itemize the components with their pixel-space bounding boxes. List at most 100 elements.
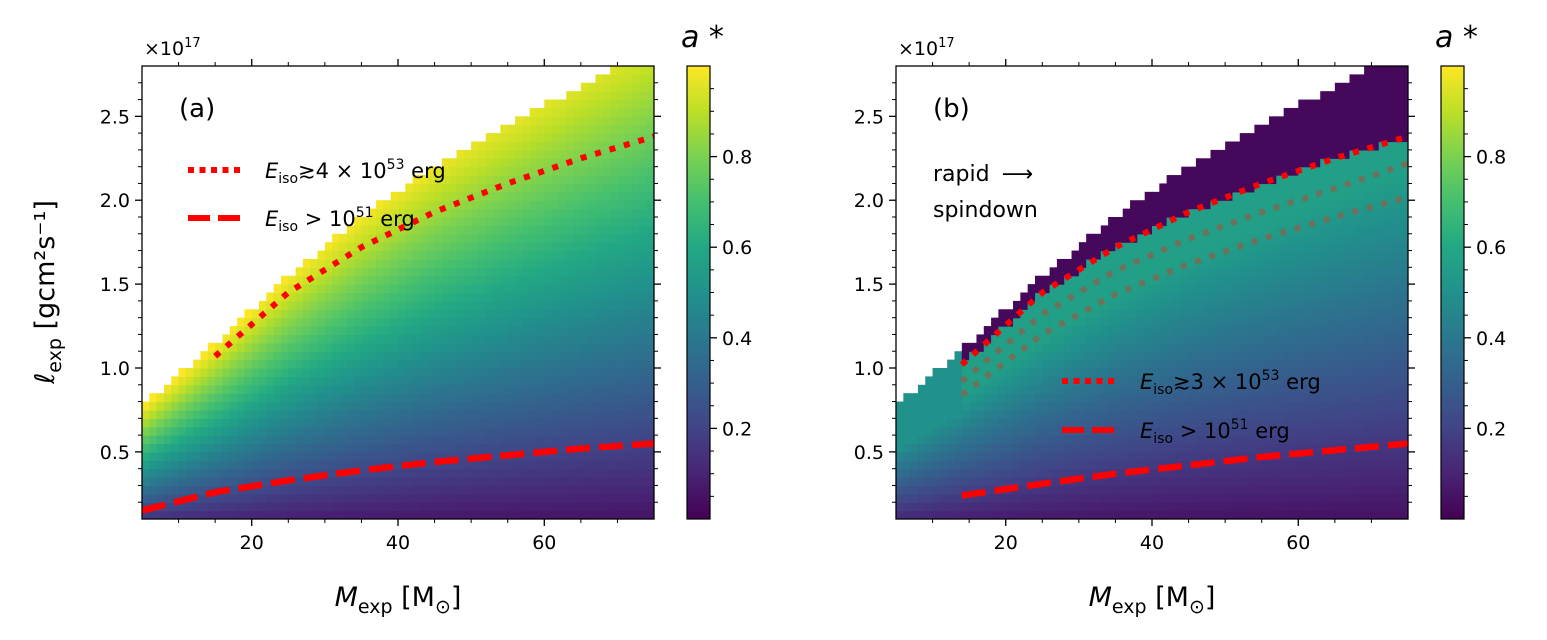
heatmap-cell — [515, 359, 523, 369]
heatmap-cell — [522, 317, 531, 327]
heatmap-cell — [449, 485, 458, 495]
heatmap-cell — [1064, 384, 1073, 394]
heatmap-cell — [1320, 116, 1329, 126]
heatmap-cell — [1254, 258, 1263, 268]
heatmap-cell — [1071, 351, 1080, 361]
heatmap-cell — [646, 426, 654, 436]
heatmap-cell — [529, 384, 538, 394]
heatmap-cell — [580, 502, 589, 512]
heatmap-cell — [1283, 200, 1292, 210]
heatmap-cell — [998, 443, 1007, 453]
heatmap-cell — [1239, 300, 1248, 310]
heatmap-cell — [339, 493, 348, 503]
heatmap-cell — [485, 493, 494, 503]
heatmap-cell — [456, 342, 465, 352]
heatmap-cell — [412, 376, 421, 386]
heatmap-cell — [1232, 334, 1241, 344]
heatmap-cell — [551, 233, 560, 243]
heatmap-cell — [536, 200, 545, 210]
heatmap-cell — [354, 292, 363, 302]
heatmap-cell — [207, 384, 216, 394]
heatmap-cell — [1342, 225, 1351, 235]
heatmap-cell — [1283, 384, 1292, 394]
heatmap-cell — [588, 208, 597, 218]
heatmap-cell — [1152, 409, 1160, 419]
heatmap-cell — [925, 376, 934, 386]
heatmap-cell — [632, 368, 640, 377]
heatmap-cell — [639, 250, 648, 260]
heatmap-cell — [529, 451, 538, 461]
heatmap-cell — [493, 334, 501, 344]
heatmap-cell — [1320, 225, 1329, 235]
heatmap-cell — [354, 443, 363, 453]
heatmap-cell — [1298, 401, 1307, 411]
heatmap-cell — [1173, 334, 1182, 344]
heatmap-cell — [1334, 124, 1343, 134]
heatmap-cell — [310, 334, 319, 344]
heatmap-cell — [251, 317, 260, 327]
heatmap-cell — [1144, 326, 1153, 336]
heatmap-cell — [1086, 493, 1095, 503]
heatmap-cell — [500, 409, 509, 419]
heatmap-cell — [1305, 418, 1314, 428]
heatmap-cell — [1342, 217, 1351, 226]
heatmap-cell — [639, 300, 648, 310]
heatmap-cell — [1005, 409, 1014, 419]
heatmap-cell — [1086, 477, 1095, 487]
heatmap-cell — [1042, 317, 1051, 327]
heatmap-cell — [566, 166, 575, 176]
heatmap-cell — [917, 477, 926, 487]
heatmap-cell — [354, 418, 363, 428]
heatmap-cell — [529, 116, 538, 126]
heatmap-cell — [324, 309, 333, 319]
heatmap-cell — [419, 368, 428, 377]
heatmap-cell — [983, 342, 992, 352]
heatmap-cell — [1312, 292, 1321, 302]
heatmap-cell — [237, 468, 245, 478]
heatmap-cell — [1203, 451, 1212, 461]
heatmap-cell — [1276, 242, 1285, 252]
heatmap-cell — [1108, 393, 1117, 403]
heatmap-cell — [558, 200, 567, 210]
heatmap-cell — [1261, 267, 1270, 277]
heatmap-cell — [1115, 502, 1124, 512]
heatmap-cell — [544, 334, 553, 344]
heatmap-cell — [456, 426, 465, 436]
heatmap-cell — [405, 326, 414, 336]
heatmap-cell — [1232, 309, 1241, 319]
heatmap-cell — [1327, 384, 1336, 394]
heatmap-cell — [1064, 258, 1073, 268]
heatmap-cell — [932, 477, 941, 487]
heatmap-cell — [376, 326, 384, 336]
heatmap-cell — [529, 183, 538, 193]
heatmap-cell — [1152, 359, 1160, 369]
heatmap-cell — [1086, 468, 1095, 478]
heatmap-cell — [1269, 200, 1277, 210]
heatmap-cell — [346, 485, 355, 495]
heatmap-cell — [1276, 334, 1285, 344]
heatmap-cell — [939, 460, 948, 470]
heatmap-cell — [1349, 242, 1358, 252]
heatmap-cell — [1356, 468, 1365, 478]
heatmap-cell — [427, 233, 436, 243]
heatmap-cell — [1298, 149, 1307, 159]
heatmap-cell — [947, 384, 956, 394]
heatmap-cell — [1181, 493, 1190, 503]
heatmap-cell — [903, 502, 912, 512]
heatmap-cell — [1181, 175, 1190, 185]
heatmap-cell — [544, 309, 553, 319]
heatmap-cell — [456, 351, 465, 361]
heatmap-cell — [588, 166, 597, 176]
heatmap-cell — [1290, 183, 1299, 193]
heatmap-cell — [390, 284, 399, 294]
heatmap-cell — [1115, 393, 1124, 403]
heatmap-cell — [551, 107, 560, 117]
heatmap-cell — [178, 443, 187, 453]
heatmap-cell — [398, 435, 406, 445]
heatmap-cell — [390, 485, 399, 495]
heatmap-cell — [405, 477, 414, 487]
heatmap-cell — [368, 275, 377, 285]
heatmap-cell — [551, 326, 560, 336]
heatmap-cell — [1108, 300, 1117, 310]
heatmap-cell — [1320, 502, 1329, 512]
